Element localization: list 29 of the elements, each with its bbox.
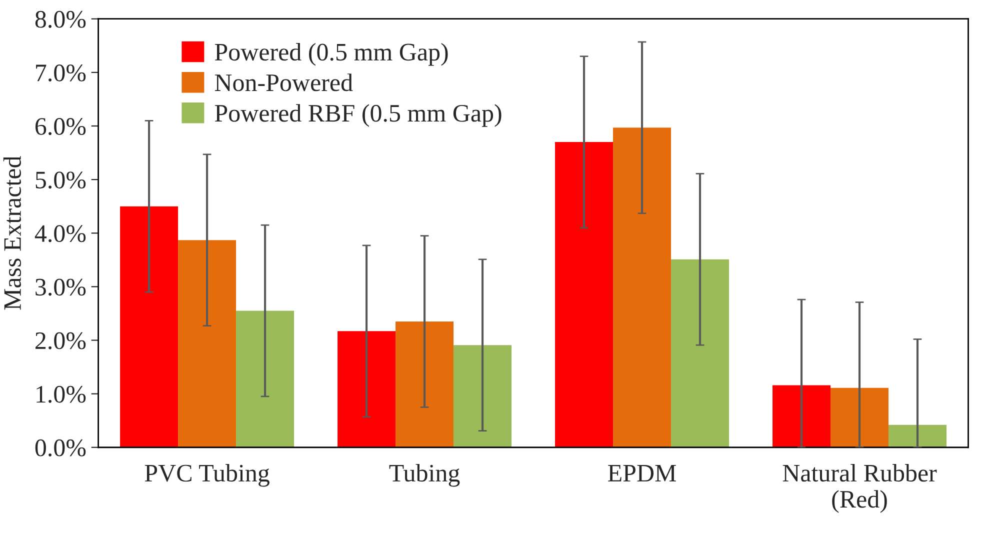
y-tick-label: 1.0% — [36, 386, 86, 403]
legend-label: Powered RBF (0.5 mm Gap) — [214, 104, 502, 127]
bar — [454, 345, 512, 448]
y-tick-label: 3.0% — [36, 278, 86, 296]
bar — [396, 321, 454, 448]
bar — [772, 385, 831, 448]
bar — [338, 331, 396, 448]
x-tick-label: Tubing — [389, 464, 460, 487]
legend-label: Non-Powered — [214, 74, 353, 92]
bar — [178, 240, 236, 448]
legend-label: Powered (0.5 mm Gap) — [214, 43, 448, 66]
bar — [120, 206, 178, 448]
bar — [830, 388, 889, 448]
x-tick-label: PVC Tubing — [144, 464, 270, 487]
y-tick-label: 6.0% — [35, 118, 86, 136]
y-tick-label: 2.0% — [36, 332, 86, 350]
y-tick-label: 7.0% — [36, 64, 86, 82]
x-tick-label: EPDM — [608, 465, 676, 482]
bar — [236, 310, 294, 448]
y-tick-label: 0.0% — [35, 439, 86, 456]
bar — [888, 424, 947, 448]
x-tick-label: Natural Rubber (Red) — [782, 464, 937, 513]
y-tick-label: 4.0% — [34, 225, 86, 242]
y-tick-label: 8.0% — [35, 10, 86, 28]
y-tick-label: 5.0% — [36, 172, 86, 189]
bar — [613, 128, 672, 448]
y-axis-title: Mass Extracted — [3, 156, 22, 310]
bar — [671, 259, 730, 448]
bar — [555, 142, 614, 448]
